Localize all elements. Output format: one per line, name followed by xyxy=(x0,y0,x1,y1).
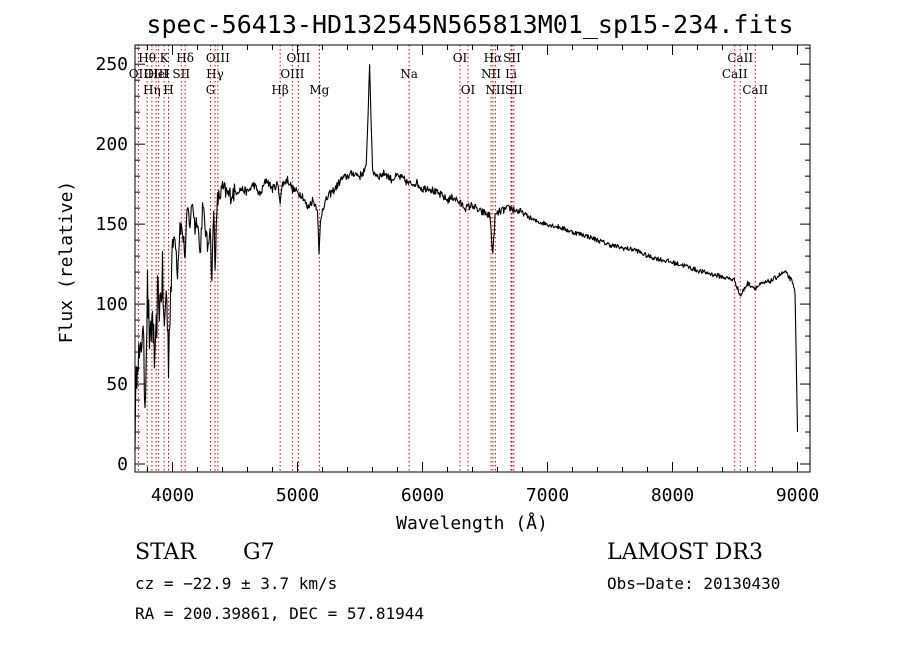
spectral-line-label: NII xyxy=(481,67,501,81)
x-tick-label: 6000 xyxy=(401,485,444,506)
spectral-line-label: Hθ xyxy=(138,51,156,65)
flux-series-line xyxy=(134,64,799,452)
spectral-line-label: Mg xyxy=(309,83,329,97)
x-tick-label: 9000 xyxy=(776,485,819,506)
spectral-line-label: G xyxy=(206,83,216,97)
spectral-line-label: OI xyxy=(453,51,468,65)
spectral-line-labels: OIIHθHηOIIIHeIKHSIIHδGHγOIIIHβOIIIOIIIMg… xyxy=(129,51,769,97)
spectral-line-label: K xyxy=(160,51,170,65)
spectral-line-markers xyxy=(137,45,756,472)
spectral-line-label: Li xyxy=(505,67,517,81)
x-tick-label: 5000 xyxy=(276,485,319,506)
object-class: STAR xyxy=(135,540,197,565)
y-tick-label: 150 xyxy=(95,214,128,235)
spectral-line-label: Hγ xyxy=(206,67,224,81)
spectral-line-label: HeI xyxy=(147,67,170,81)
y-tick-label: 0 xyxy=(117,454,128,475)
spectral-line-label: Na xyxy=(400,67,418,81)
spectral-line-label: OIII xyxy=(206,51,230,65)
x-axis: 4000 5000 6000 7000 8000 9000 xyxy=(147,45,819,506)
spectral-line-label: OI xyxy=(461,83,476,97)
chart-title: spec-56413-HD132545N565813M01_sp15-234.f… xyxy=(146,10,793,39)
y-tick-label: 250 xyxy=(95,54,128,75)
x-tick-label: 8000 xyxy=(651,485,694,506)
y-tick-label: 100 xyxy=(95,294,128,315)
spectral-line-label: H xyxy=(163,83,173,97)
spectral-line-label: Hβ xyxy=(271,83,288,97)
spectral-line-label: Hη xyxy=(143,83,161,97)
y-axis: 0 50 100 150 200 250 xyxy=(95,47,810,475)
spectral-line-label: OII xyxy=(129,67,149,81)
x-tick-label: 7000 xyxy=(526,485,569,506)
survey-name: LAMOST DR3 xyxy=(607,540,763,565)
spectral-line-label: SII xyxy=(172,67,190,81)
spectral-line-label: SII xyxy=(505,83,523,97)
x-axis-label: Wavelength (Å) xyxy=(396,512,548,534)
x-tick-label: 4000 xyxy=(151,485,194,506)
spectral-line-label: CaII xyxy=(727,51,753,65)
spectral-line-label: OIII xyxy=(144,67,168,81)
spectral-line-label: CaII xyxy=(742,83,768,97)
y-tick-label: 50 xyxy=(106,374,128,395)
plot-frame xyxy=(134,44,811,473)
spectral-line-label: OIII xyxy=(286,51,310,65)
spectral-line-label: OIII xyxy=(280,67,304,81)
spectral-line-label: Hδ xyxy=(176,51,194,65)
redshift-cz: cz = −22.9 ± 3.7 km/s xyxy=(135,574,337,593)
spectral-line-label: NII xyxy=(485,83,505,97)
spectral-line-label: SII xyxy=(503,51,521,65)
observation-date: Obs−Date: 20130430 xyxy=(607,574,780,593)
series-layer xyxy=(134,64,799,452)
spectral-line-label: CaII xyxy=(722,67,748,81)
ra-dec-coordinates: RA = 200.39861, DEC = 57.81944 xyxy=(135,604,424,623)
y-tick-label: 200 xyxy=(95,134,128,155)
y-axis-label: Flux (relative) xyxy=(56,181,77,344)
object-subclass: G7 xyxy=(243,540,275,565)
spectral-line-label: Hα xyxy=(484,51,503,65)
